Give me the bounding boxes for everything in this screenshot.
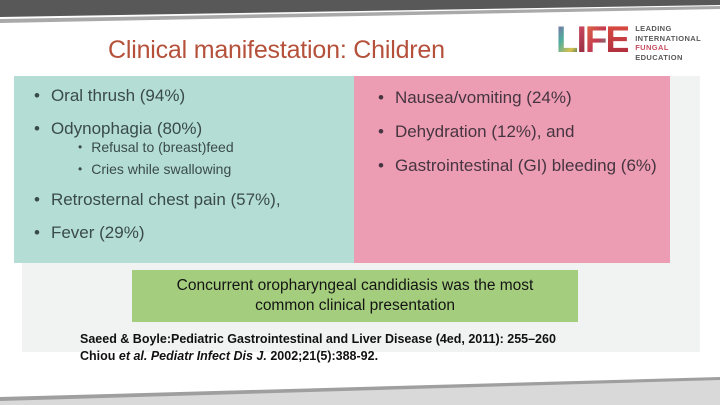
sub-list-item: • Refusal to (breast)feed — [78, 139, 344, 156]
sub-list-item-label: Cries while swallowing — [91, 161, 232, 177]
logo-tagline: LEADING INTERNATIONAL FUNGAL EDUCATION — [635, 24, 701, 62]
bullet-icon: • — [378, 156, 384, 175]
right-bullet-list: • Nausea/vomiting (24%) • Dehydration (1… — [378, 87, 660, 176]
logo-letter-i: I — [576, 19, 587, 60]
page-title: Clinical manifestation: Children — [108, 36, 445, 64]
logo-tagline-line2: INTERNATIONAL — [635, 33, 702, 43]
logo-letter-l: L — [556, 19, 579, 60]
left-bullet-list: • Oral thrush (94%) • Odynophagia (80%) — [34, 85, 344, 139]
bullet-icon: • — [78, 140, 83, 154]
bullet-icon: • — [34, 223, 40, 242]
logo-letter-e: E — [605, 19, 631, 60]
reference-citation: Saeed & Boyle:Pediatric Gastrointestinal… — [80, 331, 556, 365]
list-item: • Retrosternal chest pain (57%), — [34, 189, 344, 210]
list-item-label: Dehydration (12%), and — [394, 122, 575, 141]
sub-list-item-label: Refusal to (breast)feed — [91, 139, 234, 155]
bullet-icon: • — [78, 162, 83, 176]
symptoms-box-left: • Oral thrush (94%) • Odynophagia (80%) … — [14, 76, 354, 263]
logo-letter-f: F — [584, 19, 608, 60]
bullet-icon: • — [34, 190, 40, 209]
list-item: • Fever (29%) — [34, 222, 344, 243]
logo-tagline-line3: FUNGAL — [635, 43, 669, 52]
key-finding-callout: Concurrent oropharyngeal candidiasis was… — [132, 270, 578, 322]
bullet-icon: • — [34, 119, 40, 138]
list-item-label: Fever (29%) — [50, 223, 145, 242]
left-bullet-list-bottom: • Retrosternal chest pain (57%), • Fever… — [34, 189, 344, 243]
list-item: • Nausea/vomiting (24%) — [378, 87, 660, 108]
list-item: • Gastrointestinal (GI) bleeding (6%) — [378, 155, 660, 176]
citation-line2: Chiou et al. Pediatr Infect Dis J. 2002;… — [80, 349, 379, 363]
left-sub-bullet-list: • Refusal to (breast)feed • Cries while … — [34, 139, 344, 178]
sub-list-item: • Cries while swallowing — [78, 161, 344, 178]
list-item-label: Odynophagia (80%) — [50, 119, 203, 138]
list-item: • Odynophagia (80%) — [34, 118, 344, 139]
bullet-icon: • — [378, 122, 384, 141]
list-item: • Dehydration (12%), and — [378, 121, 660, 142]
list-item-label: Oral thrush (94%) — [50, 86, 186, 105]
list-item-label: Gastrointestinal (GI) bleeding (6%) — [394, 156, 657, 175]
list-item-label: Retrosternal chest pain (57%), — [50, 190, 281, 209]
list-item-label: Nausea/vomiting (24%) — [394, 88, 572, 107]
logo-tagline-line1: LEADING — [635, 24, 672, 33]
bullet-icon: • — [378, 88, 384, 107]
list-item: • Oral thrush (94%) — [34, 85, 344, 106]
life-logo: L I F E LEADING INTERNATIONAL FUNGAL EDU… — [556, 21, 701, 62]
logo-tagline-line4: EDUCATION — [635, 52, 683, 62]
citation-line1: Saeed & Boyle:Pediatric Gastrointestinal… — [80, 332, 556, 346]
key-finding-line1: Concurrent oropharyngeal candidiasis was… — [176, 277, 534, 294]
bullet-icon: • — [34, 86, 40, 105]
key-finding-line2: common clinical presentation — [255, 297, 455, 314]
life-logo-wordmark: L I F E — [556, 19, 631, 60]
symptoms-box-right: • Nausea/vomiting (24%) • Dehydration (1… — [354, 76, 670, 263]
